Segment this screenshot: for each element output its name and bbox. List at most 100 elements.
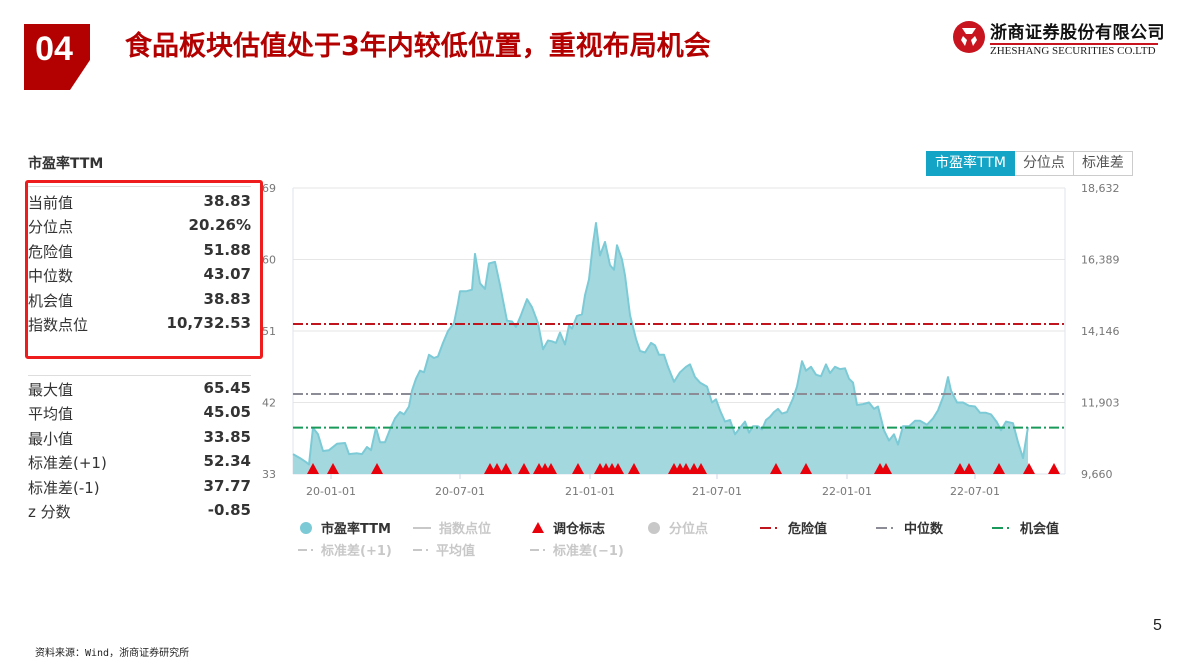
stat-label: 最小值	[28, 430, 74, 448]
stat-median: 中位数 43.07	[28, 265, 251, 289]
stat-percentile: 分位点 20.26%	[28, 216, 251, 240]
stat-value: 45.05	[203, 403, 251, 421]
svg-text:20-07-01: 20-07-01	[435, 485, 485, 498]
stat-value: 20.26%	[188, 216, 251, 234]
legend-opportunity[interactable]: 机会值	[992, 518, 1059, 537]
legend-label: 市盈率TTM	[321, 522, 391, 537]
stat-value: 38.83	[203, 192, 251, 210]
svg-text:9,660: 9,660	[1081, 468, 1113, 481]
stat-label: z 分数	[28, 503, 71, 521]
stat-label: 指数点位	[28, 316, 89, 334]
stat-std-plus-1: 标准差(+1) 52.34	[28, 452, 251, 476]
legend-rebalance[interactable]: 调仓标志	[531, 518, 605, 537]
stat-label: 最大值	[28, 381, 74, 399]
svg-text:21-01-01: 21-01-01	[565, 485, 615, 498]
page-number: 5	[1153, 617, 1162, 634]
stat-label: 中位数	[28, 267, 74, 285]
legend-index-level[interactable]: 指数点位	[413, 518, 491, 537]
stat-label: 标准差(+1)	[28, 454, 107, 472]
svg-text:22-07-01: 22-07-01	[950, 485, 1000, 498]
reference-lines	[293, 323, 1065, 429]
stats-divider-top	[28, 186, 251, 187]
tab-percentile[interactable]: 分位点	[1014, 151, 1074, 176]
section-badge: 04	[24, 24, 90, 90]
stat-value: 10,732.53	[166, 314, 251, 332]
dashdot-line-icon	[298, 548, 313, 551]
stat-label: 平均值	[28, 405, 74, 423]
dashdot-line-icon	[760, 526, 777, 529]
stat-value: 52.34	[203, 452, 251, 470]
stat-label: 分位点	[28, 218, 74, 236]
dashdot-line-icon	[413, 548, 428, 551]
legend-median[interactable]: 中位数	[876, 518, 943, 537]
rebalance-markers	[307, 463, 1060, 474]
stat-value: 65.45	[203, 379, 251, 397]
svg-text:21-07-01: 21-07-01	[692, 485, 742, 498]
stat-max: 最大值 65.45	[28, 379, 251, 403]
legend-label: 分位点	[669, 522, 709, 537]
company-name-en: ZHESHANG SECURITIES CO.LTD	[990, 45, 1156, 57]
stat-value: 51.88	[203, 241, 251, 259]
svg-text:60: 60	[262, 254, 276, 267]
svg-text:20-01-01: 20-01-01	[306, 485, 356, 498]
triangle-icon	[532, 521, 544, 533]
stats-title: 市盈率TTM	[28, 156, 104, 172]
legend-mean[interactable]: 平均值	[413, 540, 475, 559]
legend-std-minus-1[interactable]: 标准差(−1)	[530, 540, 624, 559]
legend-percentile[interactable]: 分位点	[647, 518, 708, 537]
stat-label: 机会值	[28, 292, 74, 310]
section-number: 04	[35, 30, 73, 68]
stats-divider-mid	[28, 375, 251, 376]
stat-value: 37.77	[203, 477, 251, 495]
stat-current-value: 当前值 38.83	[28, 192, 251, 216]
svg-text:11,903: 11,903	[1081, 397, 1120, 410]
legend-label: 危险值	[788, 522, 828, 537]
stat-label: 当前值	[28, 194, 74, 212]
stat-opportunity-value: 机会值 38.83	[28, 290, 251, 314]
legend-label: 指数点位	[439, 522, 492, 537]
legend-std-plus-1[interactable]: 标准差(+1)	[298, 540, 392, 559]
stat-value: 38.83	[203, 290, 251, 308]
logo-divider	[990, 43, 1158, 45]
tab-pe-ttm[interactable]: 市盈率TTM	[926, 151, 1015, 176]
company-logo: 浙商证券股份有限公司 ZHESHANG SECURITIES CO.LTD	[952, 18, 1167, 62]
stat-value: -0.85	[207, 501, 251, 519]
stat-danger-value: 危险值 51.88	[28, 241, 251, 265]
legend-label: 调仓标志	[553, 522, 606, 537]
stat-index-level: 指数点位 10,732.53	[28, 314, 251, 338]
chart-mode-tabs: 市盈率TTM 分位点 标准差	[926, 151, 1133, 176]
svg-text:69: 69	[262, 182, 276, 195]
svg-text:33: 33	[262, 468, 276, 481]
svg-text:18,632: 18,632	[1081, 182, 1120, 195]
stat-mean: 平均值 45.05	[28, 403, 251, 427]
dashdot-line-icon	[992, 526, 1009, 529]
stat-value: 43.07	[203, 265, 251, 283]
legend-label: 平均值	[436, 544, 476, 559]
slide-title: 食品板块估值处于3年内较低位置，重视布局机会	[125, 31, 711, 62]
stat-z-score: z 分数 -0.85	[28, 501, 251, 525]
legend-pe-ttm[interactable]: 市盈率TTM	[299, 518, 391, 537]
legend-danger[interactable]: 危险值	[760, 518, 827, 537]
badge-shape-icon	[24, 24, 90, 90]
circle-icon	[300, 521, 312, 534]
stat-label: 危险值	[28, 243, 74, 261]
source-note: 资料来源：Wind，浙商证券研究所	[35, 648, 190, 659]
legend-label: 机会值	[1020, 522, 1060, 537]
chart-axes: 69 60 51 42 33 18,632 16,389 14,146 11,903 9,660 2…	[262, 182, 1120, 498]
stat-label: 标准差(-1)	[28, 479, 100, 497]
tab-std-dev[interactable]: 标准差	[1073, 151, 1133, 176]
highlight-box	[25, 180, 263, 359]
dashdot-line-icon	[530, 548, 545, 551]
pe-ttm-area-series	[292, 222, 1029, 474]
dashdot-line-icon	[876, 526, 893, 529]
svg-text:51: 51	[262, 325, 276, 338]
svg-text:42: 42	[262, 397, 276, 410]
zheshang-logo-icon	[953, 21, 985, 53]
legend-label: 标准差(−1)	[553, 544, 624, 559]
legend-label: 中位数	[904, 522, 944, 537]
line-icon	[413, 526, 431, 529]
circle-icon	[648, 521, 660, 534]
svg-text:16,389: 16,389	[1081, 254, 1120, 267]
company-name-cn: 浙商证券股份有限公司	[990, 23, 1165, 43]
